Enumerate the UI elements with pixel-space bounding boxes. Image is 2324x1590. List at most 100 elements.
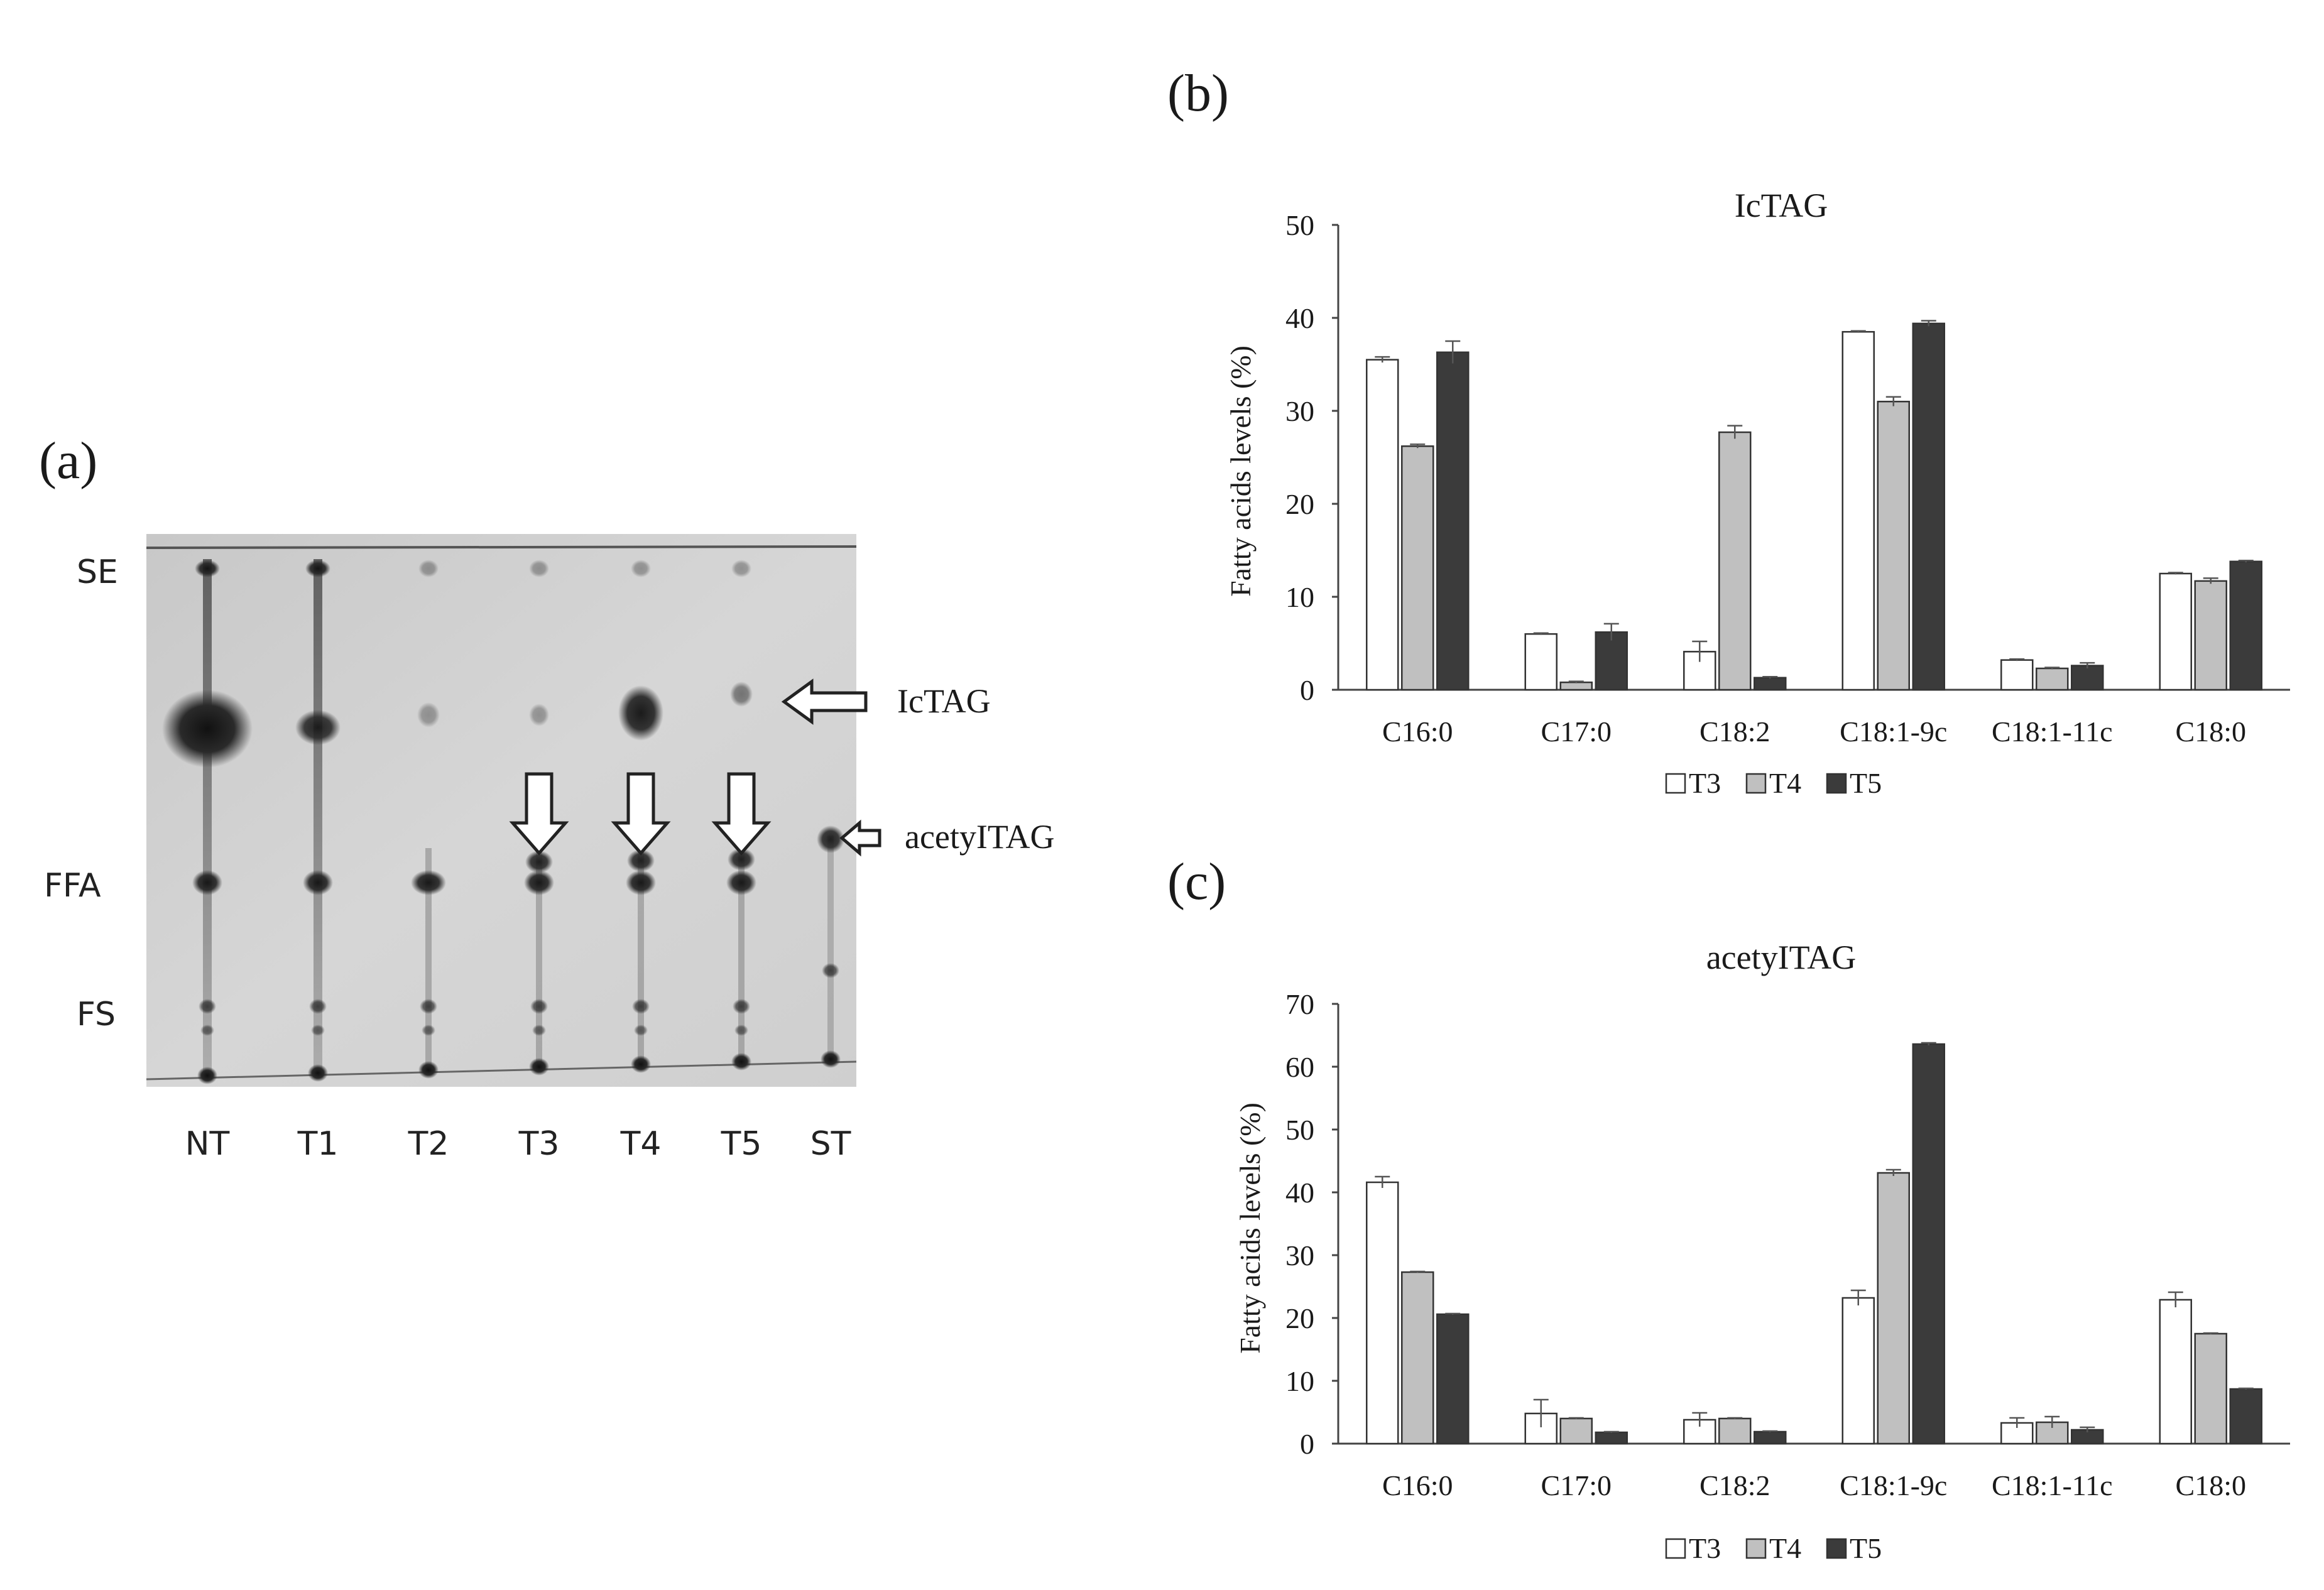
se-spot	[731, 560, 751, 577]
y-tick-label: 10	[1285, 1365, 1314, 1397]
origin-spot	[308, 1064, 328, 1082]
plot-area: 0 10 20 30 40 50 C16:0 C17:0 C18:2 C18:1-9c C18:1-…	[1285, 209, 2290, 799]
lane-label-t3: T3	[518, 1125, 560, 1163]
x-tick-label: C18:1-11c	[1992, 1469, 2113, 1501]
se-spot	[631, 560, 651, 577]
y-tick-label: 20	[1285, 1302, 1314, 1334]
bar-t4-C17:0	[1559, 1417, 1593, 1445]
ictag-arrow-label: IcTAG	[897, 682, 991, 720]
bar-t3-C16:0	[1366, 1181, 1399, 1445]
y-tick-label: 60	[1285, 1051, 1314, 1083]
bar-t4-C18:1-9c	[1877, 400, 1910, 691]
fs-spot	[822, 963, 839, 978]
y-tick-label: 30	[1285, 1239, 1314, 1271]
legend-label-t4: T4	[1769, 767, 1801, 799]
bar-t5-C18:1-9c	[1912, 322, 1945, 691]
x-tick-label: C17:0	[1541, 1469, 1612, 1501]
legend-label-t5: T5	[1850, 767, 1882, 799]
legend-swatch-t5	[1826, 1538, 1847, 1559]
panel-label-a: (a)	[39, 432, 98, 490]
bar-t4-C18:2	[1718, 431, 1752, 691]
bar-t4-C18:0	[2194, 1332, 2227, 1445]
y-tick-label: 70	[1285, 988, 1314, 1020]
fs-spot	[733, 999, 750, 1014]
origin-spot	[197, 1067, 217, 1084]
y-tick-label: 0	[1300, 1428, 1314, 1460]
legend-swatch-t4	[1745, 773, 1767, 794]
ictag-arrow	[781, 678, 868, 725]
se-spot	[418, 560, 439, 577]
y-tick-label: 50	[1285, 209, 1314, 241]
ffa-spot	[626, 870, 656, 895]
y-tick-label: 20	[1285, 488, 1314, 520]
ffa-spot	[192, 870, 222, 895]
x-tick-label: C18:0	[2176, 716, 2246, 748]
chart-title: IcTAG	[1735, 187, 1828, 224]
lane-streak	[203, 559, 212, 1075]
bar-t3-C18:0	[2159, 572, 2192, 691]
ffa-spot	[726, 870, 756, 895]
bar-t3-C18:1-11c	[2000, 659, 2034, 691]
ffa-spot	[524, 870, 554, 895]
minor-spot	[634, 1025, 648, 1036]
acetyltag-spot	[627, 849, 655, 872]
legend-label-t3: T3	[1689, 1532, 1721, 1564]
y-axis-label: Fatty acids levels (%)	[1225, 346, 1257, 597]
fs-spot	[420, 999, 437, 1014]
panel-label-c: (c)	[1167, 852, 1226, 911]
x-tick-label: C18:1-9c	[1840, 1469, 1947, 1501]
ictag-spot	[730, 682, 753, 707]
y-tick-label: 30	[1285, 395, 1314, 427]
lane-label-t2: T2	[408, 1125, 449, 1163]
lane-label-nt: NT	[185, 1125, 230, 1163]
acetyltag-spot	[728, 848, 755, 871]
fs-spot	[632, 999, 650, 1014]
x-tick-label: C18:1-9c	[1840, 716, 1947, 748]
bar-t3-C18:0	[2159, 1299, 2192, 1445]
lane-streak	[314, 559, 322, 1073]
lane-label-t5: T5	[721, 1125, 762, 1163]
ffa-spot	[303, 870, 333, 895]
x-tick-label: C18:0	[2176, 1469, 2246, 1501]
y-tick-label: 50	[1285, 1114, 1314, 1146]
ictag-spot	[417, 702, 440, 727]
tlc-figure: SE FFA FS NT T1 T2 T3 T4 T5 ST IcTAG ace…	[44, 534, 1055, 1163]
down-arrow-t4	[611, 772, 671, 856]
bar-t4-C18:1-11c	[2036, 1421, 2069, 1445]
band-label-fs: FS	[77, 996, 116, 1033]
lane-label-t4: T4	[620, 1125, 662, 1163]
minor-spot	[200, 1025, 214, 1036]
acetyltag-arrow-label: acetyITAG	[905, 818, 1055, 856]
bar-t5-C16:0	[1436, 1313, 1470, 1445]
origin-spot	[529, 1058, 549, 1075]
lane-streak	[536, 848, 542, 1067]
bar-t5-C17:0	[1595, 1431, 1628, 1445]
origin-spot	[821, 1050, 841, 1068]
band-label-se: SE	[77, 553, 118, 591]
acetyltag-spot	[525, 851, 553, 873]
ictag-spot	[618, 685, 663, 741]
x-tick-label: C18:1-11c	[1992, 716, 2113, 748]
se-spot	[195, 560, 220, 577]
lane-streak	[827, 836, 834, 1059]
chart-b: IcTAG Fatty acids levels (%) 0 10 20 30 40 50…	[1225, 187, 2290, 799]
x-tick-label: C16:0	[1382, 1469, 1453, 1501]
bar-t5-C18:1-11c	[2071, 665, 2104, 691]
legend-swatch-t3	[1665, 1538, 1686, 1559]
fs-spot	[309, 999, 327, 1014]
lane-label-t1: T1	[297, 1125, 339, 1163]
legend-label-t5: T5	[1850, 1532, 1882, 1564]
tlc-spots	[162, 559, 844, 1084]
se-spot	[305, 560, 330, 577]
minor-spot	[311, 1025, 325, 1036]
y-tick-label: 10	[1285, 581, 1314, 613]
lane-streak	[638, 848, 644, 1064]
fs-spot	[530, 999, 548, 1014]
bar-t3-C18:1-9c	[1841, 1297, 1875, 1445]
down-arrow-t3	[509, 772, 569, 856]
origin-spot	[418, 1061, 439, 1079]
legend-label-t4: T4	[1769, 1532, 1801, 1564]
band-label-ffa: FFA	[44, 867, 101, 905]
bar-t3-C18:1-11c	[2000, 1422, 2034, 1445]
